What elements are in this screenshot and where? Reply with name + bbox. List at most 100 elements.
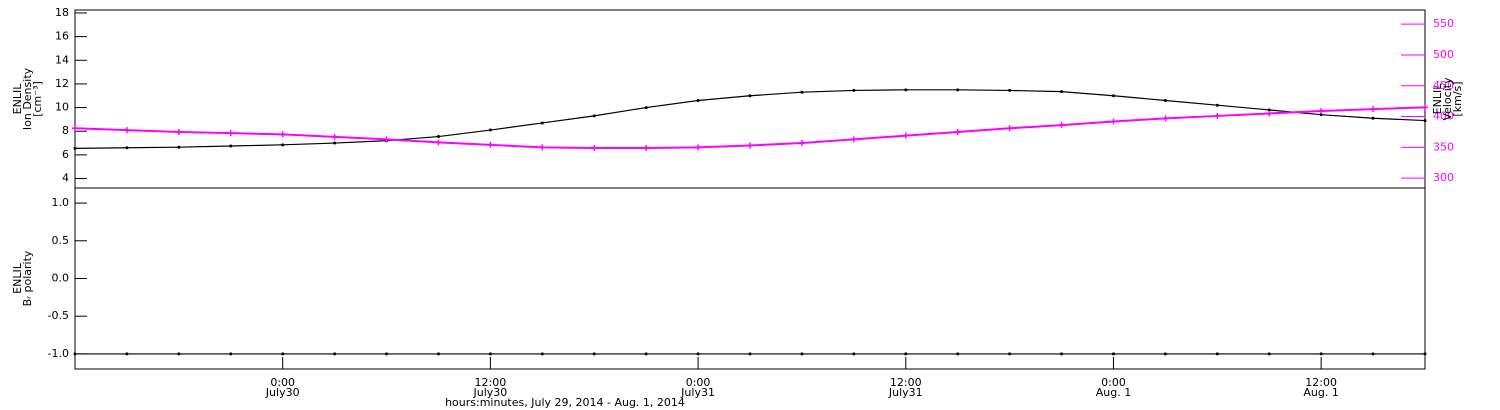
data-marker: [436, 135, 440, 139]
data-marker: [435, 139, 442, 146]
x-tick-date: Aug. 1: [1303, 386, 1338, 399]
data-marker: [747, 142, 753, 149]
y2-axis-label: [km/s]: [1451, 81, 1464, 116]
data-marker: [695, 144, 702, 151]
y-tick-label: 16: [55, 30, 69, 43]
data-marker: [281, 352, 285, 356]
data-marker: [748, 352, 752, 356]
y-tick-label: 1.0: [52, 196, 70, 209]
y-axis-label: ENLIL: [11, 83, 24, 115]
data-marker: [383, 136, 390, 143]
series: [73, 88, 1427, 150]
data-marker: [540, 352, 544, 356]
series: [72, 104, 1428, 151]
y-tick-label: 0.5: [52, 234, 70, 247]
data-marker: [592, 352, 596, 356]
plot-frame: [74, 187, 1426, 370]
y-tick-label: -0.5: [48, 309, 69, 322]
data-marker: [125, 352, 129, 356]
y-tick-label: 6: [62, 148, 69, 161]
data-marker: [1006, 125, 1013, 132]
y-tick-label: 12: [55, 77, 69, 90]
data-marker: [1422, 104, 1428, 111]
data-marker: [1267, 352, 1271, 356]
data-marker: [177, 145, 181, 149]
y2-tick-label: 500: [1433, 48, 1454, 61]
data-marker: [1058, 122, 1065, 129]
data-marker: [1371, 116, 1375, 120]
data-marker: [487, 141, 494, 148]
data-marker: [333, 141, 337, 145]
data-marker: [592, 114, 596, 118]
y-axis-label: Bᵣ polarity: [21, 250, 34, 306]
data-marker: [904, 352, 908, 356]
data-marker: [1319, 352, 1323, 356]
data-marker: [488, 128, 492, 132]
data-marker: [902, 132, 909, 139]
data-marker: [72, 125, 78, 132]
plot-frame: [74, 9, 1426, 189]
data-marker: [1060, 352, 1064, 356]
y-tick-label: 10: [55, 101, 69, 114]
x-tick-label: 12:00: [1305, 376, 1337, 389]
data-marker: [229, 352, 233, 356]
data-marker: [644, 352, 648, 356]
data-marker: [1215, 352, 1219, 356]
data-marker: [800, 352, 804, 356]
x-tick-date: July30: [265, 386, 300, 399]
data-marker: [175, 128, 182, 135]
data-marker: [1008, 352, 1012, 356]
data-marker: [1060, 90, 1064, 94]
data-marker: [1318, 108, 1325, 115]
y2-tick-label: 400: [1433, 110, 1454, 123]
data-marker: [229, 144, 233, 148]
data-marker: [643, 144, 650, 151]
y-tick-label: 8: [62, 124, 69, 137]
data-marker: [748, 94, 752, 98]
data-marker: [1111, 94, 1115, 98]
x-tick-date: July30: [472, 386, 507, 399]
data-marker: [800, 90, 804, 94]
data-marker: [227, 130, 234, 137]
data-marker: [954, 128, 961, 135]
data-marker: [644, 106, 648, 110]
data-marker: [73, 146, 77, 150]
series-line: [74, 106, 1426, 149]
x-tick-date: July31: [680, 386, 715, 399]
data-marker: [125, 146, 129, 150]
data-marker: [436, 352, 440, 356]
y-tick-label: -1.0: [48, 347, 69, 360]
y-axis-label: [cm⁻³]: [31, 81, 44, 117]
x-tick-date: July31: [888, 386, 923, 399]
y2-tick-label: 350: [1433, 140, 1454, 153]
data-marker: [1162, 115, 1169, 122]
data-marker: [956, 352, 960, 356]
data-marker: [1008, 88, 1012, 92]
y2-tick-label: 300: [1433, 171, 1454, 184]
y-tick-label: 4: [62, 172, 69, 185]
data-marker: [1423, 119, 1427, 123]
x-tick-label: 0:00: [1101, 376, 1126, 389]
data-marker: [1110, 118, 1117, 125]
y-tick-label: 18: [55, 6, 69, 19]
data-marker: [177, 352, 181, 356]
y-tick-label: 0.0: [52, 272, 70, 285]
x-tick-label: 0:00: [686, 376, 711, 389]
data-marker: [1163, 98, 1167, 102]
x-tick-label: 12:00: [475, 376, 507, 389]
data-marker: [279, 131, 286, 138]
data-marker: [852, 88, 856, 92]
data-marker: [1423, 352, 1427, 356]
data-marker: [956, 88, 960, 92]
data-marker: [1214, 112, 1221, 119]
series-line: [74, 89, 1426, 149]
data-marker: [1215, 103, 1219, 107]
data-marker: [798, 140, 805, 147]
x-tick-date: Aug. 1: [1096, 386, 1131, 399]
data-marker: [331, 133, 338, 140]
y2-axis-label: Velocity: [1441, 77, 1454, 121]
data-marker: [1111, 352, 1115, 356]
data-marker: [281, 143, 285, 147]
